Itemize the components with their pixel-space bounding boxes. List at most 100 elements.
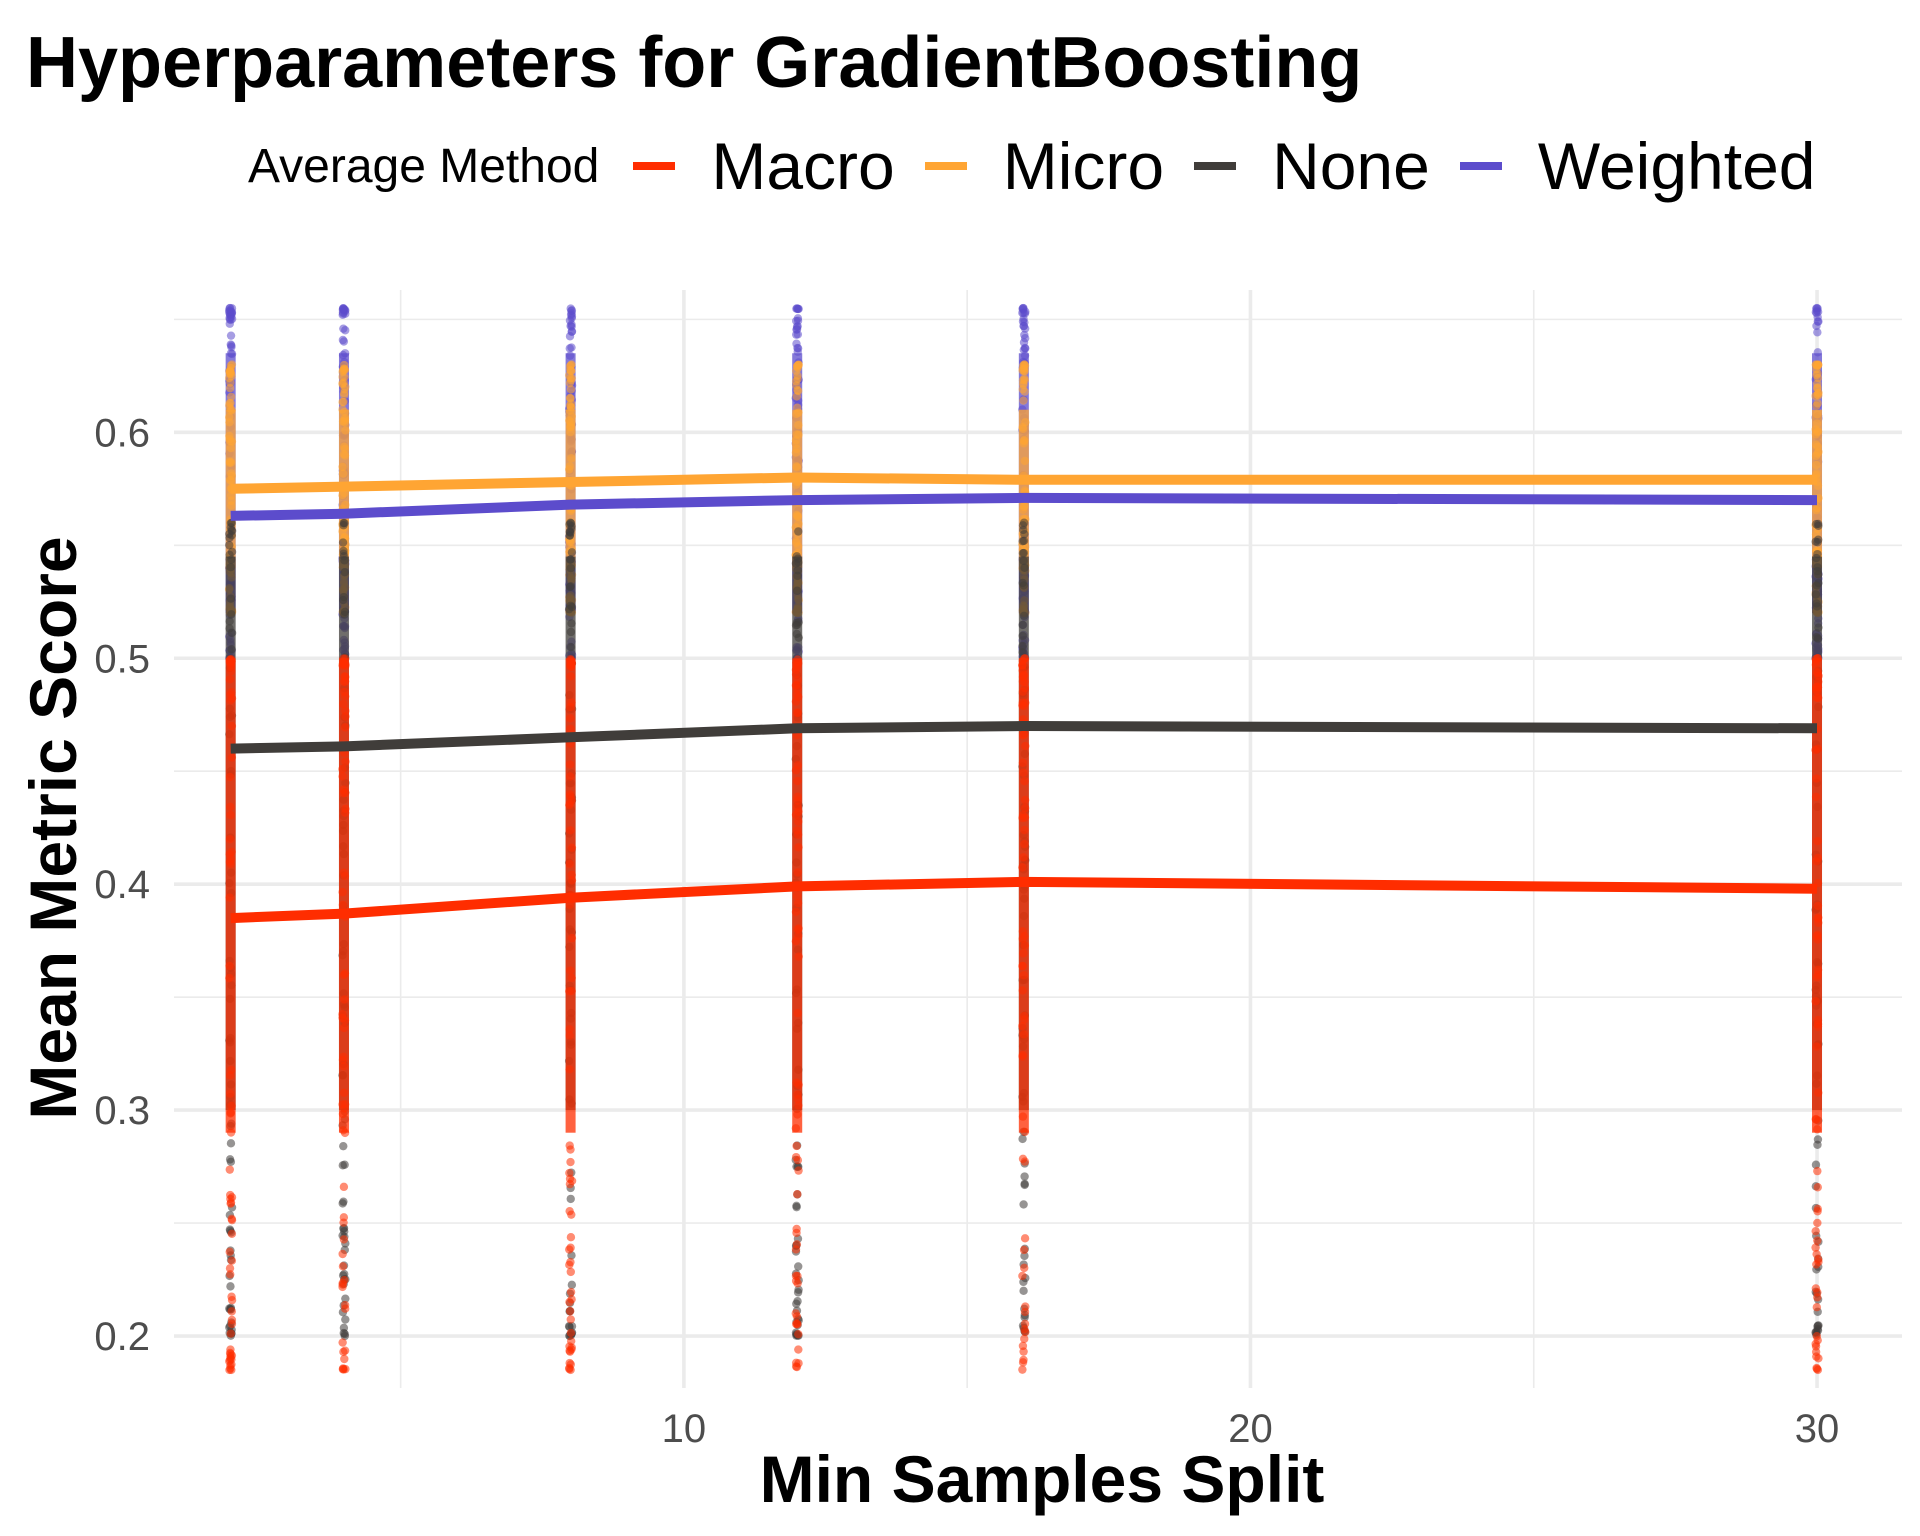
data-point-macro: [1812, 1332, 1822, 1341]
data-point-macro: [793, 1190, 802, 1199]
data-point-macro: [339, 1218, 348, 1227]
data-point-micro: [338, 397, 347, 407]
data-point-none: [339, 1141, 348, 1151]
data-point-micro: [565, 393, 575, 403]
data-point-none: [226, 1157, 236, 1167]
data-point-macro: [566, 1328, 576, 1338]
data-point-macro: [791, 1309, 800, 1318]
series-line-macro: [230, 876, 1818, 924]
data-point-macro: [227, 1307, 236, 1316]
legend-label-micro: Micro: [1002, 129, 1165, 203]
data-point-macro: [225, 1247, 234, 1257]
data-point-none: [567, 1280, 577, 1290]
legend-key-none: [1194, 162, 1237, 170]
data-point-macro: [338, 1249, 347, 1259]
point-column-micro: [792, 409, 803, 568]
data-point-macro: [226, 1349, 235, 1359]
data-point-macro: [566, 1360, 575, 1369]
data-point-none: [227, 547, 237, 557]
data-point-macro: [794, 1345, 803, 1354]
data-point-macro: [338, 1338, 347, 1347]
data-point-macro: [1021, 1327, 1030, 1337]
data-point-weighted: [226, 331, 236, 340]
data-point-weighted: [1021, 307, 1030, 316]
point-column-macro: [338, 658, 349, 1133]
point-column-micro: [1812, 409, 1823, 568]
data-point-none: [567, 1322, 577, 1331]
data-point-macro: [226, 1329, 235, 1338]
tick-labels: 0.2 0.3 0.4 0.5 0.6 10 20 30: [94, 411, 1839, 1451]
data-point-macro: [566, 1145, 575, 1154]
data-point-macro: [567, 1210, 576, 1219]
data-point-macro: [227, 1292, 236, 1301]
data-point-macro: [339, 1347, 348, 1357]
series-line-weighted: [230, 492, 1818, 521]
legend-item-weighted: Weighted: [1459, 128, 1816, 204]
data-point-none: [1813, 537, 1822, 547]
data-point-macro: [1814, 1354, 1823, 1363]
legend-key-weighted: [1459, 162, 1502, 170]
data-point-none: [338, 538, 348, 547]
data-point-micro: [339, 365, 348, 375]
data-point-macro: [565, 1245, 574, 1254]
data-point-none: [1018, 548, 1028, 558]
data-point-macro: [1813, 1207, 1822, 1216]
data-point-micro: [566, 374, 575, 383]
data-point-none: [226, 1139, 236, 1148]
data-point-weighted: [227, 341, 236, 350]
data-point-micro: [565, 365, 575, 375]
data-point-none: [1020, 1180, 1029, 1190]
legend-label-weighted: Weighted: [1537, 129, 1816, 203]
data-point-none: [341, 1315, 350, 1324]
data-point-none: [225, 540, 234, 550]
data-point-micro: [794, 361, 803, 370]
data-point-macro: [226, 1270, 235, 1279]
series-line-micro: [230, 472, 1817, 494]
data-point-macro: [340, 1300, 350, 1310]
data-point-macro: [565, 1306, 575, 1316]
data-point-none: [793, 1296, 802, 1306]
data-point-macro: [1812, 1302, 1822, 1312]
data-point-none: [339, 1197, 348, 1206]
data-point-macro: [338, 1262, 348, 1271]
y-tick-label: 0.5: [94, 637, 150, 681]
data-point-macro: [1020, 1334, 1029, 1344]
x-axis-title: Min Samples Split: [760, 1442, 1325, 1516]
data-point-macro: [566, 1315, 575, 1324]
data-point-weighted: [792, 324, 802, 334]
data-point-macro: [227, 1256, 237, 1265]
data-point-macro: [338, 1365, 348, 1374]
data-point-micro: [565, 401, 575, 410]
data-point-micro: [338, 372, 347, 382]
data-point-none: [1020, 1172, 1029, 1181]
y-tick-label: 0.6: [94, 411, 150, 455]
legend-item-macro: Macro: [633, 128, 895, 204]
data-point-macro: [1812, 1260, 1821, 1269]
data-point-none: [1813, 1135, 1823, 1144]
data-point-macro: [227, 1365, 236, 1375]
data-point-weighted: [338, 304, 348, 314]
data-point-none: [794, 1262, 803, 1271]
data-point-none: [339, 521, 348, 530]
point-column-macro: [225, 658, 236, 1133]
data-point-weighted: [338, 335, 348, 345]
data-point-macro: [566, 1287, 576, 1297]
data-point-macro: [227, 1214, 236, 1224]
data-point-micro: [792, 381, 801, 390]
data-point-micro: [1018, 385, 1027, 394]
data-point-macro: [1018, 1365, 1027, 1374]
data-point-micro: [226, 378, 235, 387]
data-point-none: [565, 527, 575, 537]
scatter-points: [224, 303, 1823, 1375]
data-point-micro: [1814, 360, 1823, 370]
data-point-weighted: [565, 344, 574, 353]
data-point-none: [1813, 549, 1822, 559]
data-point-macro: [565, 1168, 574, 1178]
data-point-weighted: [1019, 345, 1028, 354]
data-point-macro: [338, 1282, 347, 1292]
data-point-none: [341, 1294, 350, 1303]
data-point-micro: [1813, 373, 1823, 383]
data-point-none: [1019, 1286, 1028, 1296]
x-tick-label: 10: [662, 1407, 707, 1451]
data-point-micro: [1020, 374, 1029, 383]
